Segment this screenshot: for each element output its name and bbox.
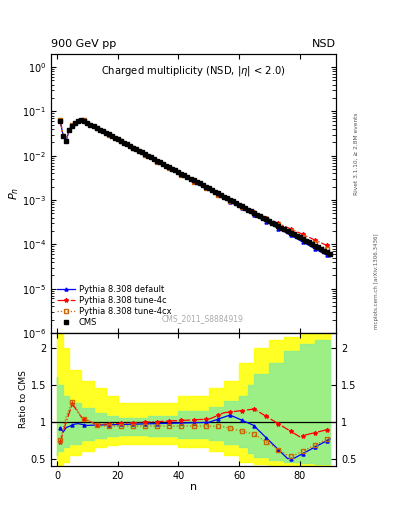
Line: Pythia 8.308 tune-4cx: Pythia 8.308 tune-4cx — [59, 118, 331, 252]
CMS — [58, 118, 62, 124]
Y-axis label: Ratio to CMS: Ratio to CMS — [19, 371, 28, 429]
Pythia 8.308 tune-4c — [143, 152, 147, 158]
Line: CMS: CMS — [58, 118, 332, 256]
Pythia 8.308 tune-4cx — [318, 243, 323, 249]
Line: Pythia 8.308 default: Pythia 8.308 default — [59, 118, 331, 259]
Pythia 8.308 tune-4cx — [249, 209, 253, 215]
Text: mcplots.cern.ch [arXiv:1306.3436]: mcplots.cern.ch [arXiv:1306.3436] — [374, 234, 379, 329]
X-axis label: n: n — [190, 482, 197, 492]
Pythia 8.308 tune-4c — [58, 118, 62, 124]
CMS — [249, 208, 253, 215]
Pythia 8.308 default — [143, 152, 147, 158]
Text: Rivet 3.1.10, ≥ 2.8M events: Rivet 3.1.10, ≥ 2.8M events — [354, 112, 359, 195]
CMS — [318, 246, 323, 252]
Pythia 8.308 tune-4cx — [79, 116, 84, 122]
Text: NSD: NSD — [312, 38, 336, 49]
Y-axis label: $P_n$: $P_n$ — [7, 187, 21, 200]
Legend: Pythia 8.308 default, Pythia 8.308 tune-4c, Pythia 8.308 tune-4cx, CMS: Pythia 8.308 default, Pythia 8.308 tune-… — [55, 283, 173, 329]
Pythia 8.308 tune-4cx — [285, 226, 290, 232]
Pythia 8.308 tune-4c — [97, 126, 102, 133]
CMS — [97, 126, 102, 133]
Pythia 8.308 default — [249, 210, 253, 217]
Pythia 8.308 tune-4cx — [97, 126, 102, 133]
Pythia 8.308 tune-4c — [285, 224, 290, 230]
Pythia 8.308 default — [328, 254, 332, 260]
CMS — [285, 228, 290, 234]
Pythia 8.308 default — [79, 117, 84, 123]
Pythia 8.308 tune-4cx — [328, 247, 332, 253]
Pythia 8.308 tune-4c — [79, 116, 84, 122]
Text: Charged multiplicity (NSD, $|\eta|$ < 2.0): Charged multiplicity (NSD, $|\eta|$ < 2.… — [101, 63, 286, 77]
Pythia 8.308 tune-4cx — [143, 152, 147, 158]
Pythia 8.308 default — [291, 234, 296, 240]
Pythia 8.308 default — [318, 249, 323, 255]
Line: Pythia 8.308 tune-4c: Pythia 8.308 tune-4c — [58, 117, 332, 249]
CMS — [143, 151, 147, 157]
Pythia 8.308 tune-4c — [291, 227, 296, 233]
Pythia 8.308 tune-4c — [249, 208, 253, 214]
CMS — [328, 251, 332, 257]
Pythia 8.308 default — [97, 126, 102, 133]
Pythia 8.308 tune-4c — [328, 244, 332, 250]
Pythia 8.308 default — [58, 118, 62, 124]
Pythia 8.308 tune-4cx — [58, 117, 62, 123]
Pythia 8.308 tune-4cx — [291, 229, 296, 236]
Pythia 8.308 default — [285, 230, 290, 237]
Text: 900 GeV pp: 900 GeV pp — [51, 38, 116, 49]
Text: CMS_2011_S8884919: CMS_2011_S8884919 — [161, 314, 243, 323]
CMS — [291, 231, 296, 237]
Pythia 8.308 tune-4c — [318, 240, 323, 246]
CMS — [79, 117, 84, 123]
